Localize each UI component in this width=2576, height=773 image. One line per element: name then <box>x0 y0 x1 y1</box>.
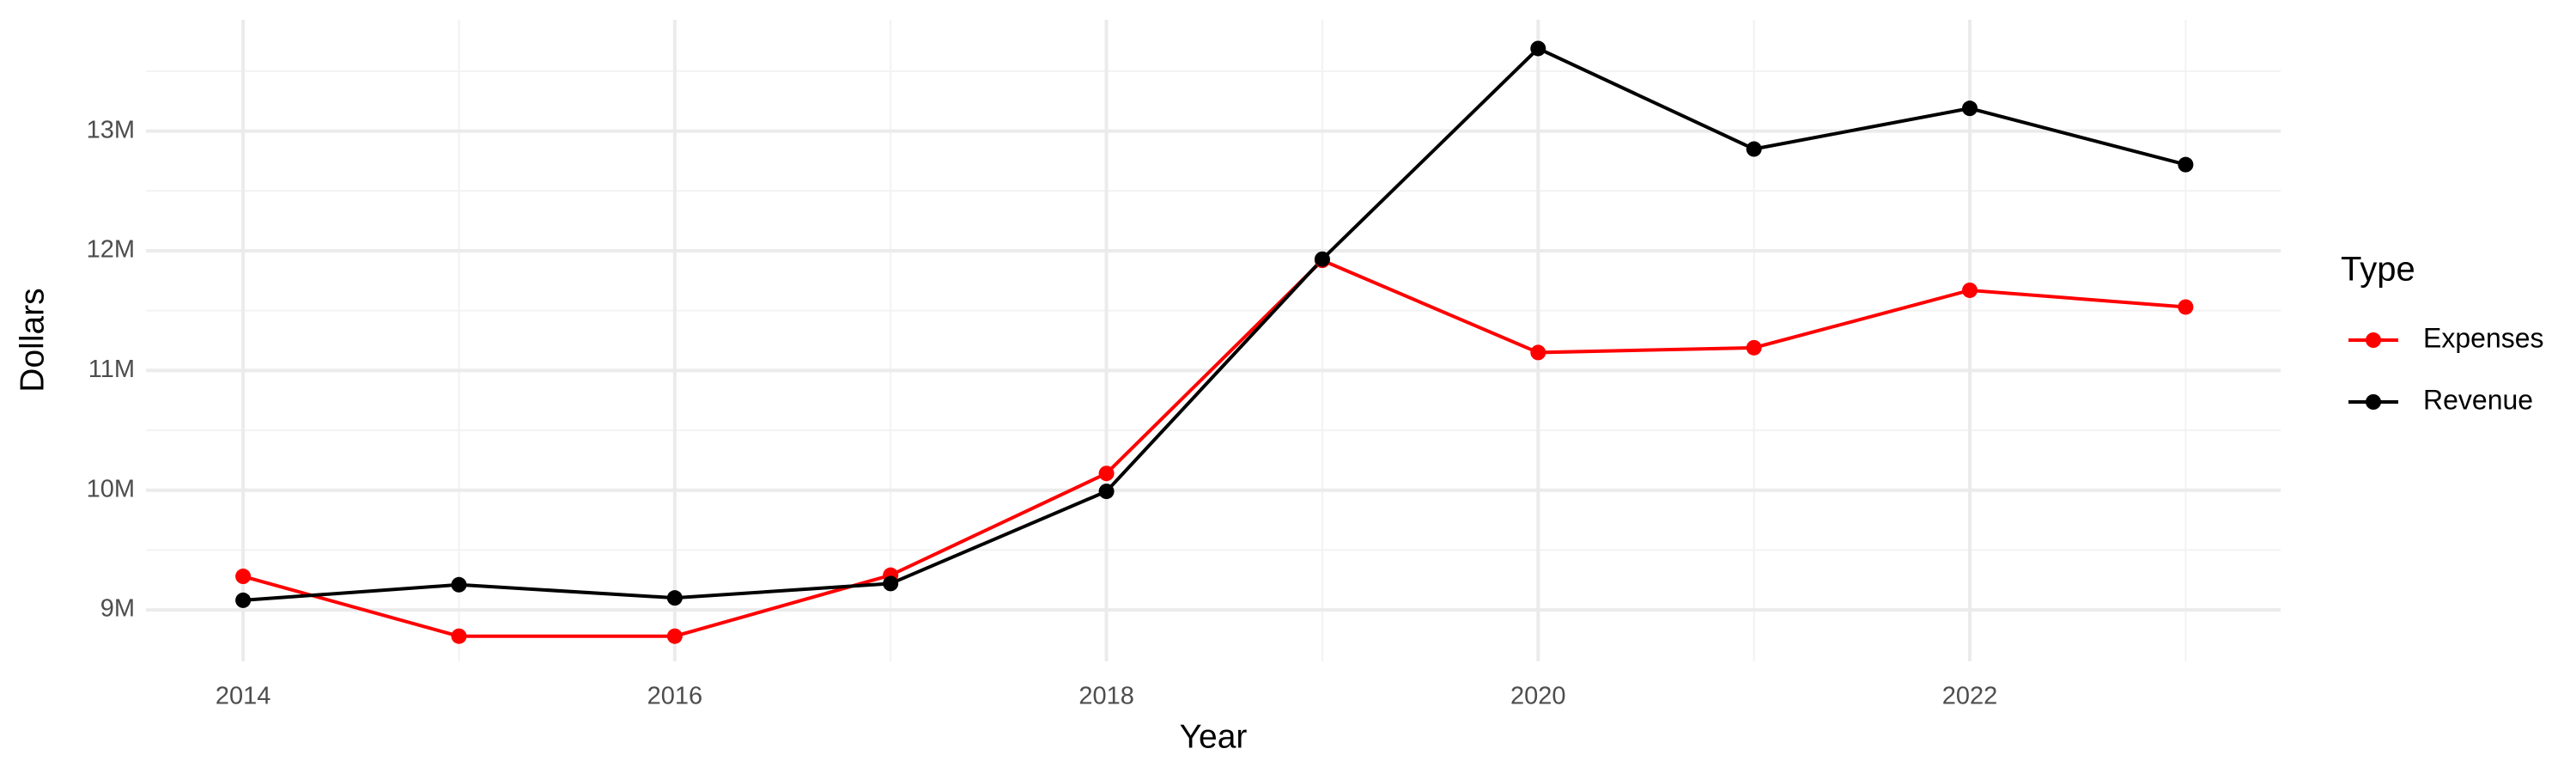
data-point <box>235 592 252 608</box>
y-tick-label: 12M <box>87 236 135 264</box>
series-line <box>242 46 2186 602</box>
data-point <box>2178 156 2194 173</box>
data-point <box>1530 40 1546 57</box>
data-point <box>1746 141 1762 157</box>
data-point <box>883 575 899 592</box>
x-axis-title: Year <box>1180 718 1248 755</box>
grid <box>146 20 2281 661</box>
legend-label: Expenses <box>2423 322 2544 353</box>
y-tick-label: 10M <box>87 475 135 502</box>
data-point <box>1314 251 1330 267</box>
y-tick-label: 13M <box>87 116 135 143</box>
data-point <box>666 590 683 606</box>
legend-swatch-point <box>2366 332 2381 348</box>
data-point <box>1962 100 1978 117</box>
y-axis-title: Dollars <box>14 288 51 392</box>
data-point <box>1098 484 1115 500</box>
x-tick-label: 2014 <box>216 683 271 710</box>
legend-swatch-point <box>2366 394 2381 410</box>
data-point <box>451 576 467 593</box>
y-tick-label: 9M <box>100 595 135 623</box>
data-point <box>1530 344 1546 361</box>
data-point <box>1098 466 1115 482</box>
x-tick-label: 2022 <box>1942 683 1998 710</box>
data-point <box>451 628 467 644</box>
series-line <box>242 258 2186 638</box>
legend-label: Revenue <box>2423 384 2533 415</box>
data-point <box>2178 299 2194 315</box>
legend-title: Type <box>2341 251 2415 289</box>
y-tick-label: 11M <box>88 356 135 383</box>
data-point <box>1746 339 1762 356</box>
x-tick-label: 2018 <box>1078 683 1134 710</box>
data-point <box>235 569 252 585</box>
x-tick-label: 2020 <box>1510 683 1566 710</box>
x-tick-label: 2016 <box>647 683 703 710</box>
data-point <box>1962 282 1978 298</box>
data-point <box>666 628 683 644</box>
